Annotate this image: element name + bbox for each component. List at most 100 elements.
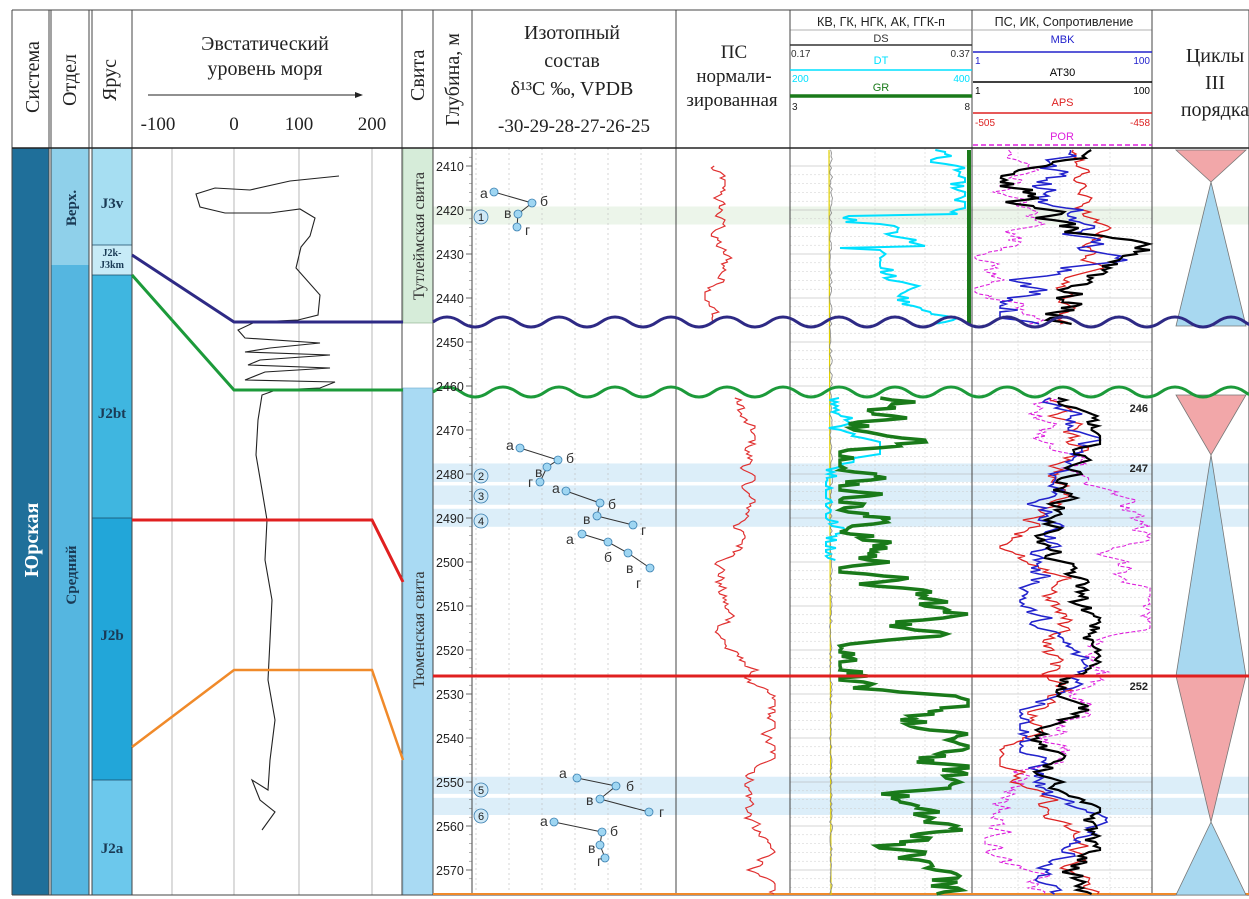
isotope-point-1-б xyxy=(527,198,537,208)
isotope-point-2-а xyxy=(515,443,525,453)
isotope-point-4-б xyxy=(603,537,613,547)
isotope-point-2-б xyxy=(553,455,563,465)
isotope-point-label-1-б: б xyxy=(540,193,548,209)
isotope-point-label-1-в: в xyxy=(504,205,511,221)
depth-label-2550: 2550 xyxy=(436,776,464,790)
sample-zone-number-6: 6 xyxy=(478,811,484,823)
stage-label-j2a: J2a xyxy=(101,841,124,857)
scale-min-ds: 0.17 xyxy=(791,49,811,60)
formation-lower-label: Тюменская свита xyxy=(411,571,428,688)
isotope-trend-2 xyxy=(519,447,560,483)
isotope-point-label-3-б: б xyxy=(608,496,616,512)
boundary-green-left xyxy=(130,274,403,392)
depth-label-2420: 2420 xyxy=(436,204,464,218)
department-upper-label: Верх. xyxy=(64,190,80,227)
scale-name-gr: GR xyxy=(873,82,890,94)
eustatic-tick-2: 100 xyxy=(285,114,314,135)
mbk-curve-lower xyxy=(1016,397,1109,895)
boundary-navy-left xyxy=(131,253,403,324)
isotope-point-label-5-г: г xyxy=(659,804,664,820)
isotope-point-6-б xyxy=(597,827,607,837)
stage-label-j3v: J3v xyxy=(101,196,124,212)
formation-upper-label: Тутлеймская свита xyxy=(411,172,428,300)
ds-curve xyxy=(829,149,833,895)
boundary-green-wave xyxy=(432,385,1249,399)
sample-zone-number-3: 3 xyxy=(478,491,484,503)
cycle-1-pink xyxy=(1174,149,1248,183)
eustatic-title-line1: Эвстатический xyxy=(201,33,329,55)
scale-name-dt: DT xyxy=(874,55,889,67)
stage-fill-j2a xyxy=(92,780,132,895)
isotope-point-5-б xyxy=(611,781,621,791)
ps-curve-upper xyxy=(704,165,733,325)
gr-curve xyxy=(834,396,970,896)
ps-title-line3: зированная xyxy=(686,90,778,111)
depth-label-2440: 2440 xyxy=(436,292,464,306)
stage-label-j2k-line1: J2k- xyxy=(103,248,122,259)
eustatic-tick-3: 200 xyxy=(358,114,387,135)
depth-label-2450: 2450 xyxy=(436,336,464,350)
ps-title-line1: ПС xyxy=(720,42,748,63)
cycles-title-line2: III xyxy=(1205,72,1225,94)
sample-zone-band-2 xyxy=(433,463,1249,482)
isotope-point-4-г xyxy=(645,563,655,573)
mbk-curve-upper xyxy=(999,150,1128,325)
isotope-point-label-6-а: а xyxy=(540,813,548,829)
sample-zone-number-5: 5 xyxy=(478,785,484,797)
por-curve-lower xyxy=(983,397,1152,895)
sample-zone-band-6 xyxy=(433,797,1249,815)
eustatic-tick-0: -100 xyxy=(141,114,176,135)
isotope-point-4-в xyxy=(623,548,633,558)
sample-zone-band-1 xyxy=(433,206,1249,225)
scale-max-aps: -458 xyxy=(1130,118,1150,129)
isotope-trend-5 xyxy=(576,777,650,813)
scale-max-mbk: 100 xyxy=(1133,56,1150,67)
logs2-title: ПС, ИК, Сопротивление xyxy=(994,15,1134,29)
scale-min-at30: 1 xyxy=(975,86,981,97)
isotope-point-label-4-в: в xyxy=(626,560,633,576)
isotope-trend-6 xyxy=(553,821,606,859)
isotope-point-5-а xyxy=(572,773,582,783)
sample-zone-band-3 xyxy=(433,485,1249,505)
isotope-point-2-г xyxy=(535,477,545,487)
scale-name-at30: AT30 xyxy=(1050,67,1075,79)
sample-zone-circle-2 xyxy=(473,468,489,484)
scale-name-mbk: MBK xyxy=(1051,34,1076,46)
stage-label-j2b: J2b xyxy=(100,628,123,644)
isotope-point-label-5-в: в xyxy=(586,792,593,808)
scale-min-mbk: 1 xyxy=(975,56,981,67)
por-curve-upper xyxy=(974,149,1046,325)
isotope-point-label-2-г: г xyxy=(528,474,533,490)
sample-zone-circle-4 xyxy=(473,513,489,529)
isotope-point-3-б xyxy=(595,498,605,508)
isotope-point-label-5-а: а xyxy=(559,765,567,781)
eustatic-title-line2: уровень моря xyxy=(207,58,323,80)
sample-zone-number-1: 1 xyxy=(478,212,484,224)
isotope-trend-4 xyxy=(581,533,651,569)
at30-curve-lower xyxy=(1030,396,1103,896)
scale-max-gr: 8 xyxy=(964,102,970,113)
depth-label-2560: 2560 xyxy=(436,820,464,834)
scale-min-gr: 3 xyxy=(792,102,798,113)
cycles-title-line3: порядка xyxy=(1180,99,1249,121)
depth-label-2430: 2430 xyxy=(436,248,464,262)
department-header: Отдел xyxy=(59,54,81,106)
depth-label-2410: 2410 xyxy=(436,160,464,174)
depth-header: Глубина, м xyxy=(442,33,464,127)
log-curves xyxy=(195,149,1154,896)
cycle-3-blue xyxy=(1175,821,1247,896)
sample-zone-circle-3 xyxy=(473,488,489,504)
depth-label-2500: 2500 xyxy=(436,556,464,570)
isotope-point-label-2-б: б xyxy=(566,450,574,466)
isotope-point-3-а xyxy=(561,486,571,496)
cycle-1-blue xyxy=(1175,181,1247,327)
isotope-point-label-3-а: а xyxy=(552,480,560,496)
stage-label-j2bt: J2bt xyxy=(98,406,126,422)
stage-fill-j2bt xyxy=(92,275,132,518)
eustatic-tick-1: 0 xyxy=(229,114,239,135)
stage-header: Ярус xyxy=(99,59,121,101)
scale-name-ds: DS xyxy=(873,33,888,45)
scale-max-ds: 0.37 xyxy=(951,49,971,60)
stage-fill-j3v xyxy=(92,148,132,245)
